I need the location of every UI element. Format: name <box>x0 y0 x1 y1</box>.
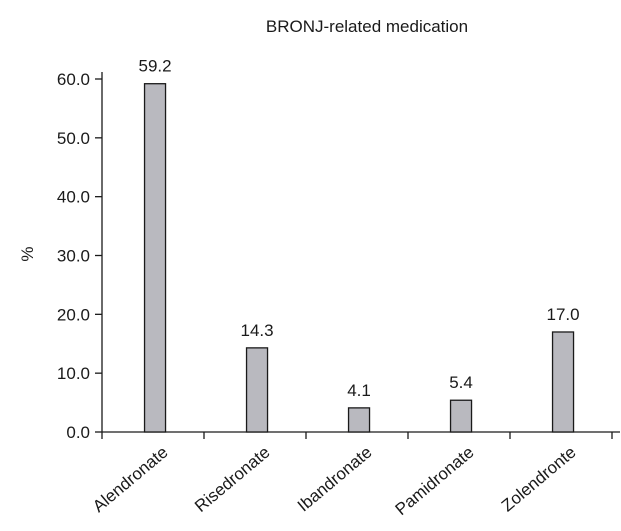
category-labels: Alendronate Risedronate Ibandronate Pamidro… <box>89 443 579 520</box>
y-ticks: 0.0 10.0 20.0 30.0 40.0 50.0 60.0 <box>57 70 102 442</box>
data-label-zolendronte: 17.0 <box>546 305 579 324</box>
bar-alendronate <box>143 83 167 433</box>
y-tick-label: 30.0 <box>57 247 90 266</box>
bar-ibandronate <box>347 407 371 433</box>
category-label-risedronate: Risedronate <box>191 443 273 516</box>
y-tick-label: 20.0 <box>57 305 90 324</box>
bars <box>143 83 575 433</box>
category-label-zolendronte: Zolendronte <box>498 443 580 516</box>
data-label-alendronate: 59.2 <box>138 57 171 76</box>
category-label-ibandronate: Ibandronate <box>294 443 376 516</box>
data-label-ibandronate: 4.1 <box>347 381 371 400</box>
y-tick-label: 0.0 <box>66 423 90 442</box>
chart-title: BRONJ-related medication <box>266 17 468 36</box>
y-tick-label: 50.0 <box>57 129 90 148</box>
x-ticks <box>101 432 613 439</box>
data-label-risedronate: 14.3 <box>240 321 273 340</box>
bar-pamidronate <box>449 399 473 433</box>
bar-zolendronte <box>551 331 575 433</box>
data-label-pamidronate: 5.4 <box>449 373 473 392</box>
y-axis-label: % <box>18 246 37 261</box>
y-tick-label: 60.0 <box>57 70 90 89</box>
category-label-alendronate: Alendronate <box>89 443 171 516</box>
bar-risedronate <box>245 347 269 433</box>
y-tick-label: 10.0 <box>57 364 90 383</box>
category-label-pamidronate: Pamidronate <box>392 443 478 520</box>
y-tick-label: 40.0 <box>57 188 90 207</box>
data-labels: 59.2 14.3 4.1 5.4 17.0 <box>138 57 579 400</box>
